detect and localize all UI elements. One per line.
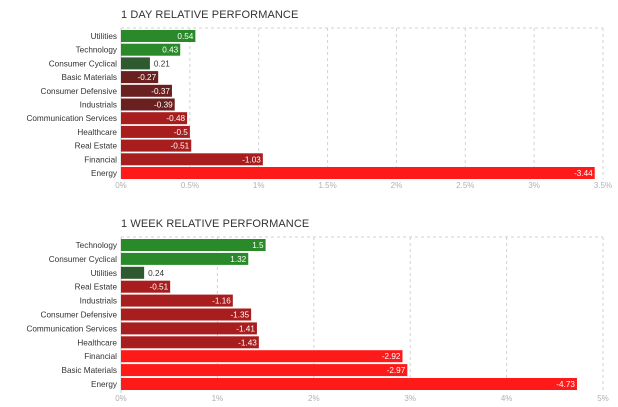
category-label-1week-consumer-cyclical: Consumer Cyclical: [49, 255, 117, 264]
bar-1day-communication-services: [121, 112, 188, 125]
category-label-1week-technology: Technology: [76, 241, 118, 250]
bar-1day-technology: [121, 43, 181, 56]
bar-1week-consumer-cyclical: [121, 252, 249, 265]
category-label-1week-consumer-defensive: Consumer Defensive: [41, 311, 118, 320]
value-label-1day-communication-services: -0.48: [166, 114, 185, 123]
value-label-1week-real-estate: -0.51: [149, 283, 168, 292]
category-label-1week-utilities: Utilities: [91, 269, 117, 278]
value-label-1day-healthcare: -0.5: [174, 128, 189, 137]
value-label-1day-utilities: 0.54: [177, 32, 193, 41]
x-tick-label-1day-3: 1.5%: [318, 181, 336, 190]
bar-1day-real-estate: [121, 139, 192, 152]
bar-1week-financial: [121, 350, 403, 363]
bar-1day-healthcare: [121, 125, 190, 138]
category-label-1week-basic-materials: Basic Materials: [61, 366, 117, 375]
category-label-1week-healthcare: Healthcare: [77, 338, 117, 347]
bar-1day-energy: [121, 167, 595, 179]
value-label-1week-technology: 1.5: [252, 241, 264, 250]
category-label-1day-consumer-defensive: Consumer Defensive: [41, 87, 118, 96]
category-label-1week-financial: Financial: [84, 352, 117, 361]
value-label-1week-communication-services: -1.41: [236, 324, 255, 333]
x-tick-label-1week-0: 0%: [115, 394, 127, 403]
value-label-1week-utilities: 0.24: [148, 269, 164, 278]
x-tick-label-1day-0: 0%: [115, 181, 127, 190]
value-label-1week-financial: -2.92: [382, 352, 401, 361]
x-tick-label-1day-7: 3.5%: [594, 181, 612, 190]
chart-title-1week: 1 WEEK RELATIVE PERFORMANCE: [121, 218, 310, 230]
bar-1day-financial: [121, 153, 263, 166]
bar-1day-industrials: [121, 98, 175, 111]
category-label-1week-communication-services: Communication Services: [26, 324, 117, 333]
category-label-1day-healthcare: Healthcare: [77, 128, 117, 137]
x-tick-label-1day-2: 1%: [253, 181, 265, 190]
category-label-1day-utilities: Utilities: [91, 32, 117, 41]
x-tick-label-1day-1: 0.5%: [181, 181, 199, 190]
value-label-1day-financial: -1.03: [242, 155, 261, 164]
bar-1week-consumer-defensive: [121, 308, 252, 321]
value-label-1day-basic-materials: -0.27: [138, 73, 157, 82]
value-label-1day-consumer-defensive: -0.37: [151, 87, 170, 96]
bar-1week-healthcare: [121, 336, 259, 349]
chart-title-1day: 1 DAY RELATIVE PERFORMANCE: [121, 9, 299, 21]
bar-1week-utilities: [121, 266, 145, 279]
chart-svg-1week: 0% 1% 2% 3% 4% 5% Technology 1.5 Consumer Cyclic…: [26, 236, 609, 403]
value-label-1week-consumer-defensive: -1.35: [230, 311, 249, 320]
bar-1day-basic-materials: [121, 71, 159, 84]
category-label-1day-communication-services: Communication Services: [26, 114, 117, 123]
bar-1week-technology: [121, 239, 266, 251]
x-tick-label-1week-5: 5%: [597, 394, 609, 403]
bar-1week-basic-materials: [121, 364, 408, 377]
category-label-1week-energy: Energy: [91, 380, 118, 389]
bar-1day-consumer-defensive: [121, 84, 172, 97]
bar-1day-utilities: [121, 30, 196, 42]
category-label-1day-consumer-cyclical: Consumer Cyclical: [49, 59, 117, 68]
value-label-1day-industrials: -0.39: [154, 101, 173, 110]
bar-1week-communication-services: [121, 322, 257, 335]
value-label-1week-consumer-cyclical: 1.32: [230, 255, 246, 264]
x-tick-label-1week-1: 1%: [212, 394, 224, 403]
value-label-1week-basic-materials: -2.97: [387, 366, 406, 375]
bar-1week-real-estate: [121, 280, 171, 293]
value-label-1day-technology: 0.43: [162, 46, 178, 55]
bar-1day-consumer-cyclical: [121, 57, 150, 70]
x-tick-label-1day-4: 2%: [391, 181, 403, 190]
x-tick-label-1week-4: 4%: [501, 394, 513, 403]
category-label-1week-real-estate: Real Estate: [75, 283, 118, 292]
value-label-1week-energy: -4.73: [556, 380, 575, 389]
category-label-1day-financial: Financial: [84, 155, 117, 164]
value-label-1week-healthcare: -1.43: [238, 338, 257, 347]
chart-svg-1day: 0% 0.5% 1% 1.5% 2% 2.5% 3% 3.5% Utilities 0.54 Tec…: [26, 27, 612, 190]
category-label-1day-technology: Technology: [76, 46, 118, 55]
category-label-1day-basic-materials: Basic Materials: [61, 73, 117, 82]
bar-1week-energy: [121, 378, 577, 390]
value-label-1day-energy: -3.44: [574, 169, 593, 178]
category-label-1day-energy: Energy: [91, 169, 118, 178]
category-label-1week-industrials: Industrials: [80, 297, 117, 306]
value-label-1day-consumer-cyclical: 0.21: [154, 59, 170, 68]
category-label-1day-real-estate: Real Estate: [75, 142, 118, 151]
category-label-1day-industrials: Industrials: [80, 101, 117, 110]
x-tick-label-1week-2: 2%: [308, 394, 320, 403]
value-label-1day-real-estate: -0.51: [171, 142, 190, 151]
x-tick-label-1day-5: 2.5%: [456, 181, 474, 190]
x-tick-label-1week-3: 3%: [404, 394, 416, 403]
x-tick-label-1day-6: 3%: [528, 181, 540, 190]
value-label-1week-industrials: -1.16: [212, 297, 231, 306]
bar-1week-industrials: [121, 294, 233, 307]
